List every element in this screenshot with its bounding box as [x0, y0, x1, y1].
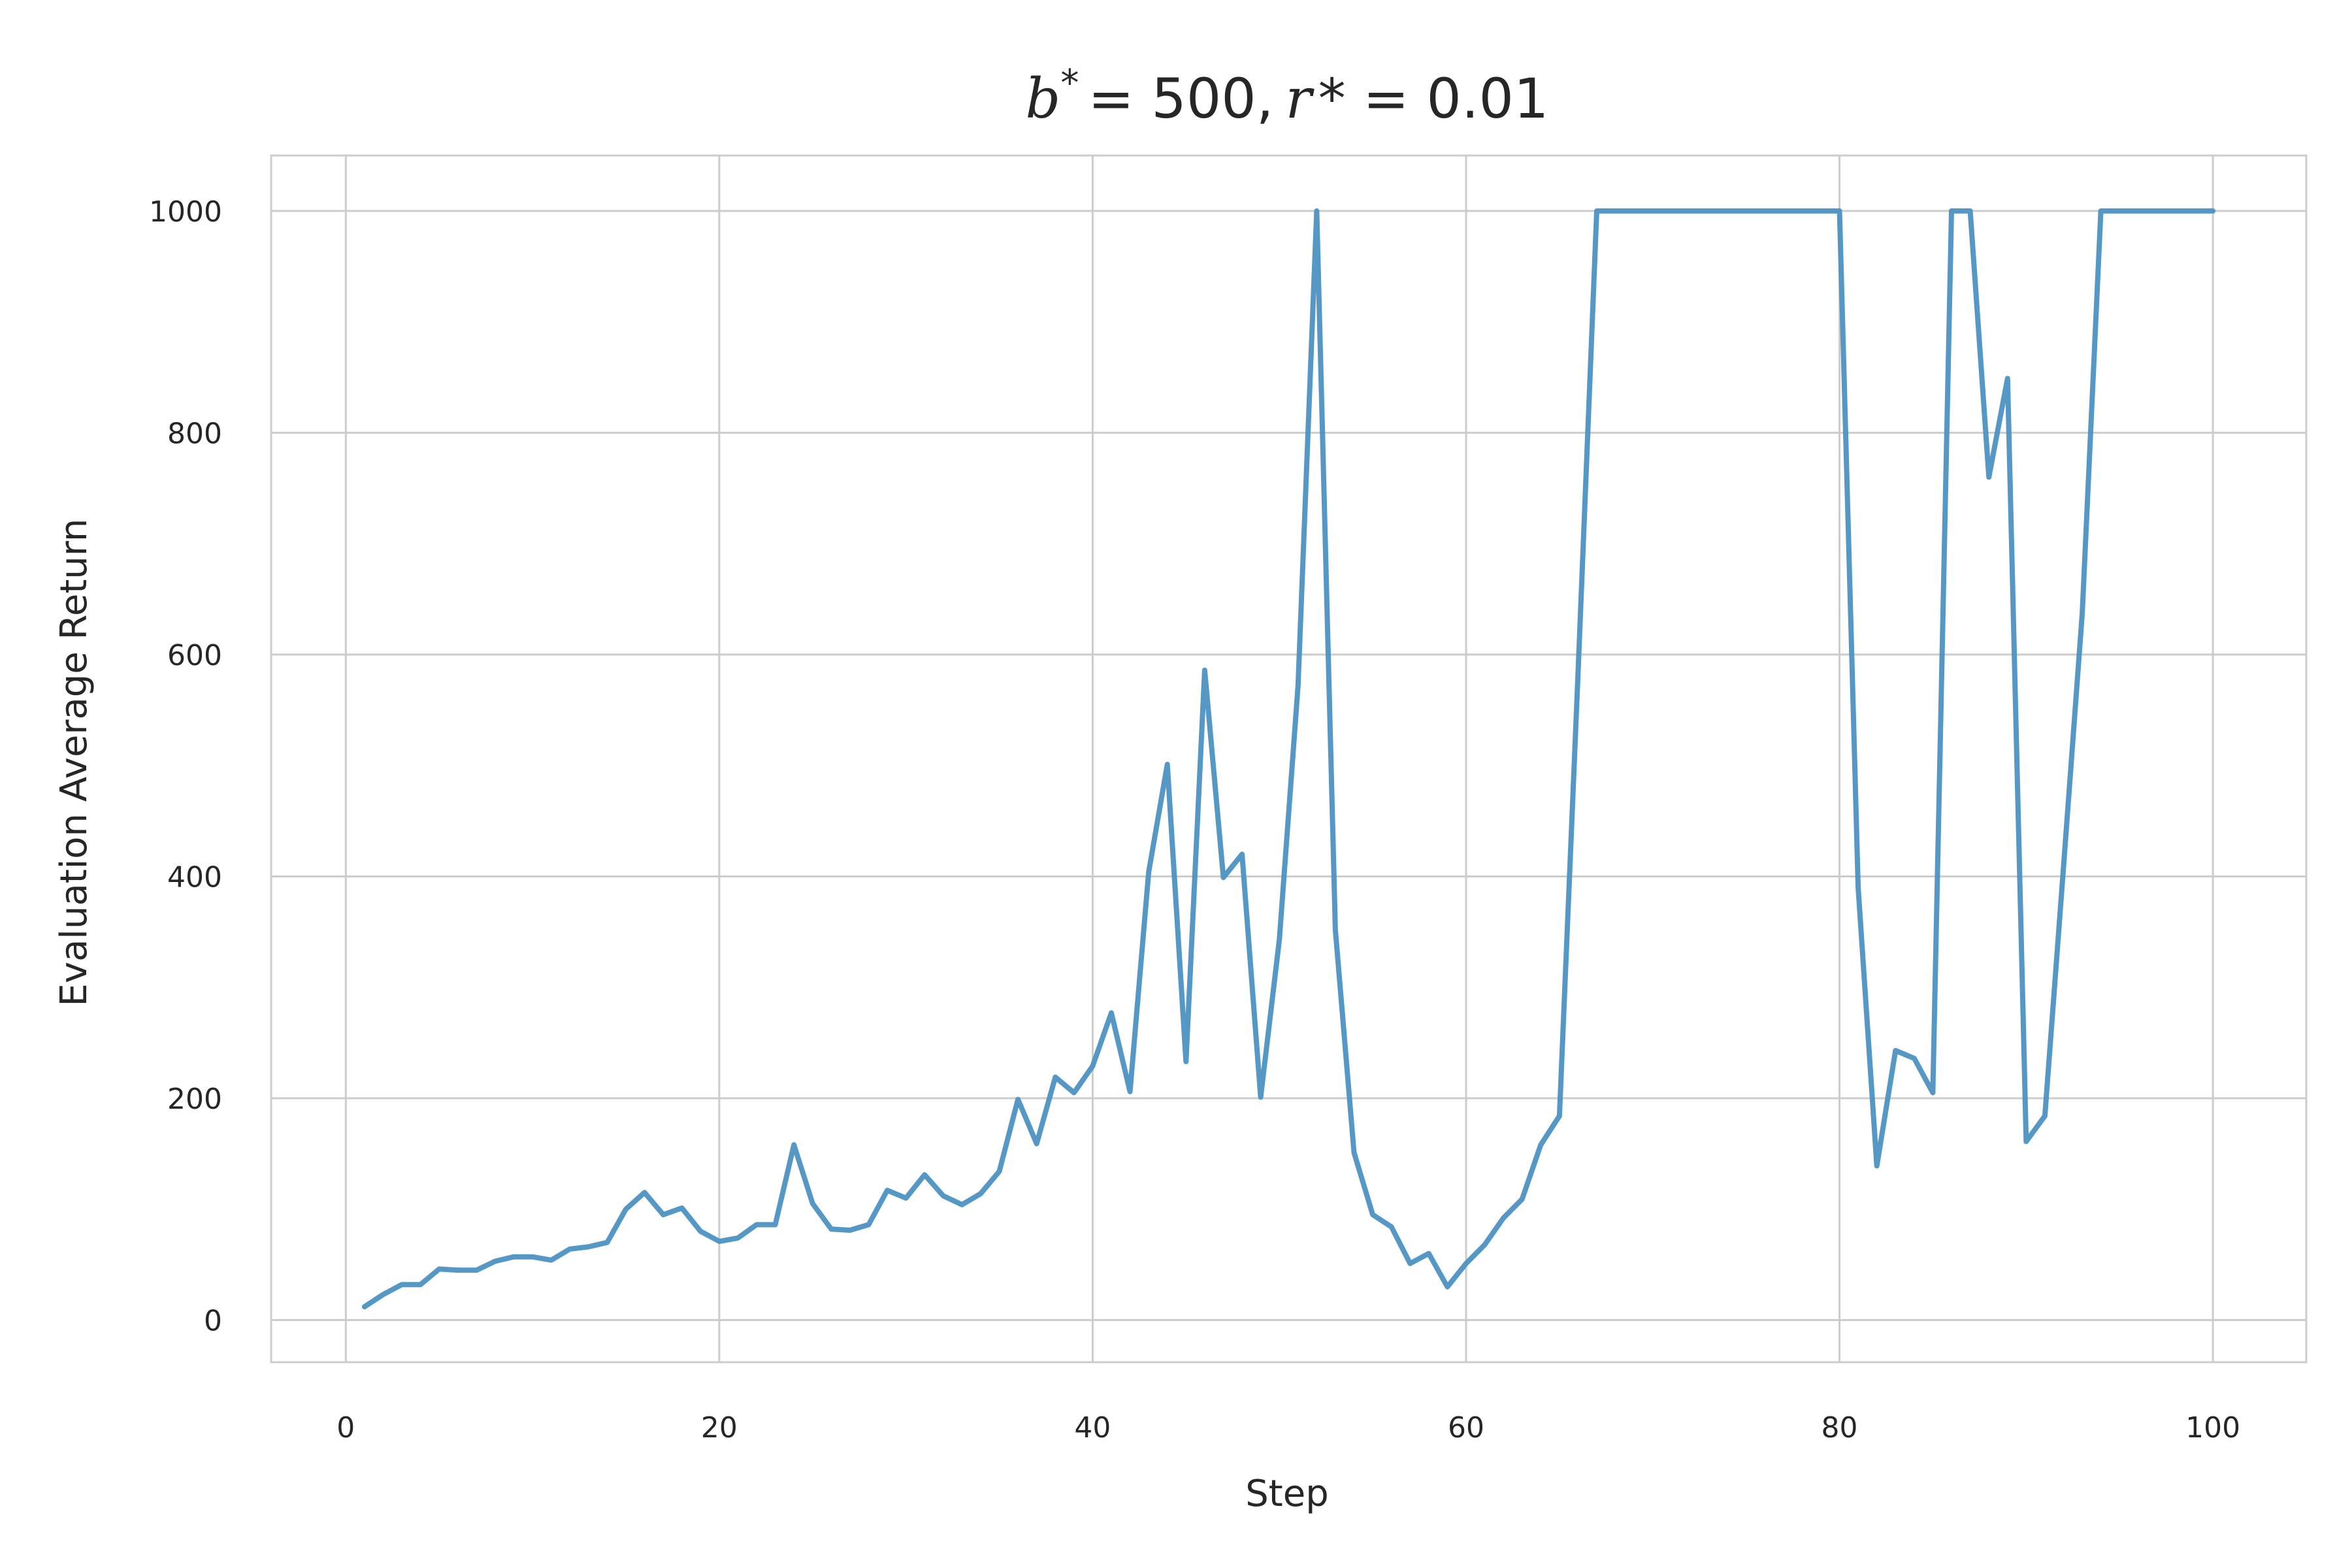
x-tick-label: 40 [1074, 1411, 1111, 1445]
y-axis-label: Evaluation Average Return [53, 519, 95, 1007]
x-tick-label: 60 [1448, 1411, 1484, 1445]
x-tick-label: 100 [2185, 1411, 2240, 1445]
series-line [361, 208, 2216, 1310]
y-tick-label: 0 [204, 1304, 222, 1337]
y-tick-label: 200 [167, 1083, 222, 1116]
grid-lines [271, 155, 2306, 1362]
title-r-value: * = 0.01 [1318, 67, 1549, 131]
x-tick-label: 0 [336, 1411, 355, 1445]
y-tick-label: 600 [167, 639, 222, 672]
y-tick-label: 800 [167, 417, 222, 450]
title-r-symbol: r [1285, 67, 1315, 131]
y-tick-label: 400 [167, 860, 222, 894]
x-tick-label: 20 [701, 1411, 738, 1445]
y-tick-label: 1000 [149, 195, 222, 229]
chart-title: b* = 500, r * = 0.01 [1026, 62, 1549, 131]
title-b-symbol: b [1026, 67, 1061, 131]
title-b-value: = 500, [1088, 67, 1273, 131]
x-axis-label: Step [1245, 1473, 1329, 1515]
x-tick-label: 80 [1821, 1411, 1858, 1445]
series-group [361, 208, 2216, 1310]
plot-frame [270, 154, 2308, 1364]
title-b-superscript: * [1060, 62, 1079, 105]
y-tick-labels: 0 200 400 600 800 1000 [149, 195, 222, 1338]
x-tick-labels: 0 20 40 60 80 100 [336, 1411, 2240, 1445]
